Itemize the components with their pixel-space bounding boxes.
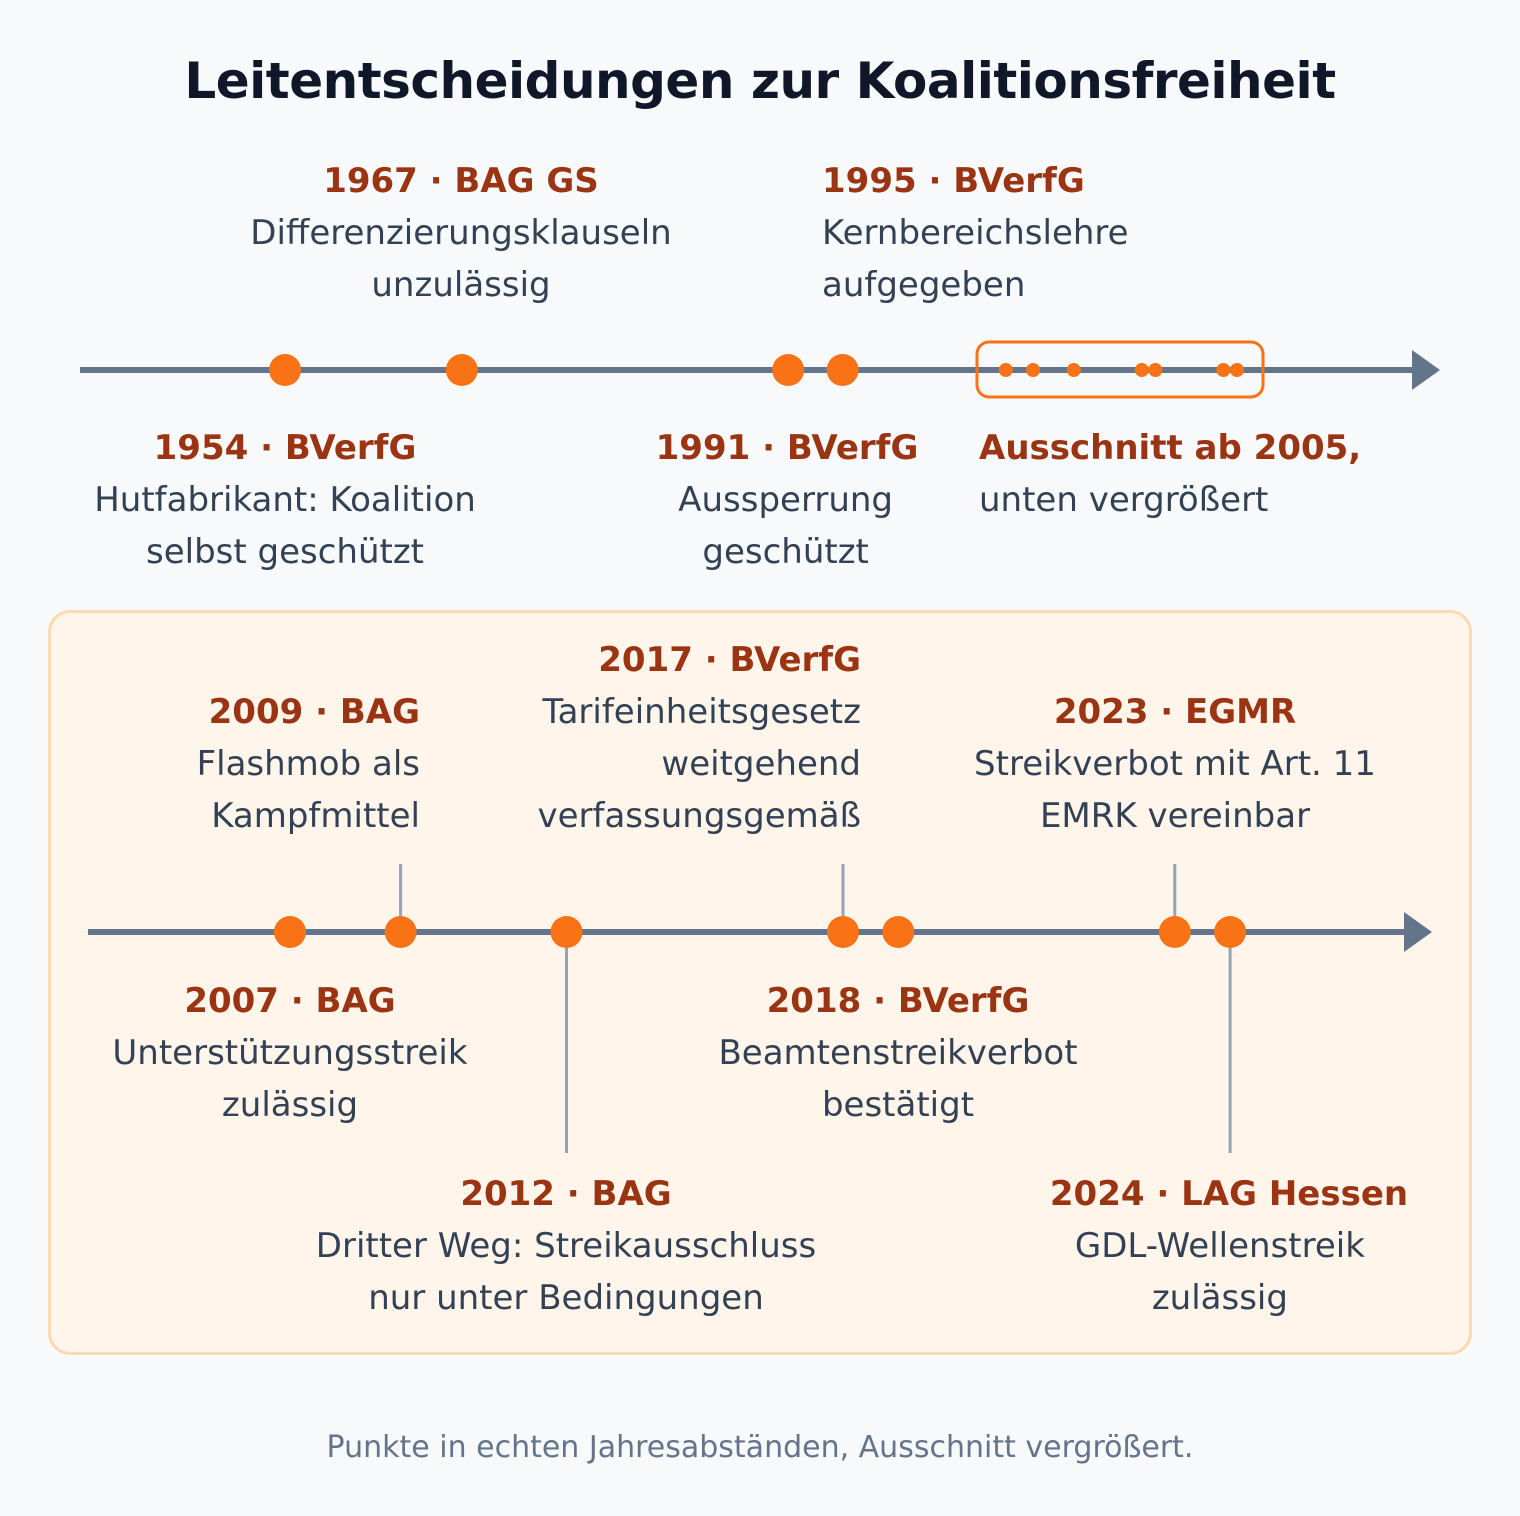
mini-dot-2012: [1066, 363, 1081, 377]
event-2023-head: 2023 · EGMR: [1053, 692, 1297, 732]
event-2024: 2024 · LAG Hessen GDL-Wellenstreik zuläs…: [1050, 1168, 1408, 1324]
event-1991-desc: Aussperrung geschützt: [678, 480, 894, 572]
event-2024-head: 2024 · LAG Hessen: [1049, 1174, 1409, 1214]
overview-dots: [269, 354, 859, 386]
zoom-note-head: Ausschnitt ab 2005,: [979, 428, 1362, 468]
event-2012: 2012 · BAG Dritter Weg: Streikausschluss…: [286, 1168, 846, 1324]
event-dot-2009: [384, 916, 417, 948]
event-2007-head: 2007 · BAG: [184, 981, 396, 1021]
event-2018-head: 2018 · BVerfG: [766, 981, 1030, 1021]
mini-dot-2017: [1134, 363, 1149, 377]
event-2009: 2009 · BAG Flashmob als Kampfmittel: [170, 686, 420, 842]
event-2012-desc: Dritter Weg: Streikausschluss nur unter …: [315, 1226, 817, 1318]
zoom-note-desc: unten vergrößert: [979, 480, 1269, 520]
event-dot-1967: [445, 354, 478, 386]
event-dot-2017: [827, 916, 859, 948]
event-2007-desc: Unterstützungsstreik zulässig: [112, 1033, 468, 1125]
event-2012-head: 2012 · BAG: [460, 1174, 672, 1214]
event-dot-2007: [274, 916, 306, 948]
event-2009-head: 2009 · BAG: [208, 692, 420, 732]
event-dot-2023: [1158, 916, 1191, 948]
event-1995: 1995 · BVerfG Kernbereichslehre aufgegeb…: [822, 155, 1162, 311]
page-title: Leitentscheidungen zur Koalitionsfreihei…: [184, 52, 1336, 110]
overview-axis-arrow: [1412, 350, 1440, 390]
event-2023: 2023 · EGMR Streikverbot mit Art. 11 EMR…: [965, 686, 1385, 842]
event-1954: 1954 · BVerfG Hutfabrikant: Koalition se…: [75, 422, 495, 578]
event-1995-desc: Kernbereichslehre aufgegeben: [822, 213, 1129, 305]
event-dot-2018: [882, 916, 915, 948]
event-2018: 2018 · BVerfG Beamtenstreikverbot bestät…: [698, 975, 1098, 1131]
event-dot-1954: [269, 354, 301, 386]
event-2007: 2007 · BAG Unterstützungsstreik zulässig: [80, 975, 500, 1131]
event-2009-desc: Flashmob als Kampfmittel: [196, 744, 420, 836]
mini-dot-2009: [1026, 363, 1040, 377]
event-dot-2012: [550, 916, 583, 948]
detail-axis-arrow: [1404, 912, 1432, 952]
event-1967-desc: Differenzierungsklauseln unzulässig: [250, 213, 672, 305]
detail-dots: [274, 916, 1247, 948]
mini-dot-2023: [1216, 363, 1231, 377]
zoom-detail-panel: [48, 610, 1472, 1355]
event-2017-desc: Tarifeinheitsgesetz weitgehend verfassun…: [537, 692, 861, 836]
mini-dot-2018: [1148, 363, 1163, 377]
zoom-range-dots: [998, 363, 1244, 377]
event-2017-head: 2017 · BVerfG: [598, 640, 861, 680]
footer-note: Punkte in echten Jahresabständen, Aussch…: [326, 1430, 1194, 1465]
event-2018-desc: Beamtenstreikverbot bestätigt: [718, 1033, 1078, 1125]
event-1967: 1967 · BAG GS Differenzierungsklauseln u…: [226, 155, 696, 311]
event-2024-desc: GDL-Wellenstreik zulässig: [1074, 1226, 1365, 1318]
mini-dot-2007: [998, 363, 1013, 377]
event-1995-head: 1995 · BVerfG: [822, 161, 1085, 201]
zoom-range-marker: [975, 340, 1265, 399]
event-dot-1991: [772, 354, 805, 386]
detail-connectors: [399, 864, 1232, 1153]
event-1991-head: 1991 · BVerfG: [655, 428, 919, 468]
event-2023-desc: Streikverbot mit Art. 11 EMRK vereinbar: [974, 744, 1376, 836]
event-1967-head: 1967 · BAG GS: [323, 161, 599, 201]
event-dot-2024: [1214, 916, 1247, 948]
zoom-note: Ausschnitt ab 2005, unten vergrößert: [979, 422, 1361, 526]
event-2017: 2017 · BVerfG Tarifeinheitsgesetz weitge…: [501, 634, 861, 842]
event-1991: 1991 · BVerfG Aussperrung geschützt: [656, 422, 919, 578]
event-1954-desc: Hutfabrikant: Koalition selbst geschützt: [94, 480, 476, 572]
mini-dot-2024: [1230, 363, 1244, 377]
event-1954-head: 1954 · BVerfG: [153, 428, 417, 468]
event-dot-1995: [826, 354, 859, 386]
